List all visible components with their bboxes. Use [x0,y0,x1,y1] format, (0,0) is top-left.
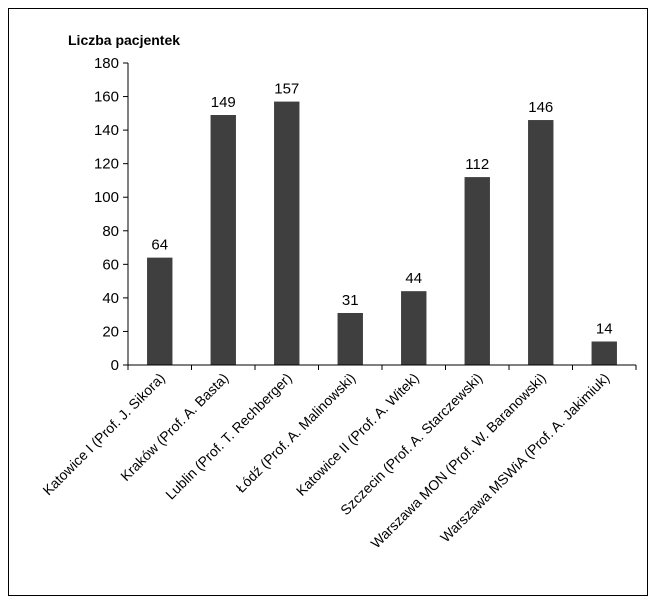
y-tick-label: 60 [102,256,119,273]
data-label: 44 [405,270,422,287]
y-tick-label: 120 [94,156,119,173]
bar [147,257,173,365]
data-label: 31 [342,292,359,309]
y-tick-label: 20 [102,323,119,340]
category-label: Łódź (Prof. A. Malinowski) [233,370,359,496]
y-axis: 0 20 40 60 80 100 120 140 160 180 [94,55,129,374]
y-tick-label: 80 [102,223,119,240]
bars: 64 149 157 31 44 112 146 14 [147,81,617,366]
data-label: 149 [211,94,236,111]
y-tick-label: 100 [94,189,119,206]
data-label: 14 [596,321,613,338]
category-label: Lublin (Prof. T. Rechberger) [162,370,295,503]
bar [591,341,617,365]
y-axis-title: Liczba pacjentek [68,32,180,48]
x-axis: Katowice I (Prof. J. Sikora)Kraków (Prof… [39,364,637,551]
data-label: 64 [151,237,168,254]
y-tick-label: 0 [111,357,119,374]
bar [401,291,427,365]
y-tick-label: 160 [94,89,119,106]
y-tick-label: 180 [94,55,119,72]
bar [274,101,300,365]
bar [210,115,236,365]
category-label: Katowice I (Prof. J. Sikora) [39,370,167,498]
bar [337,312,363,365]
bar [464,177,490,365]
data-label: 112 [465,156,489,173]
y-tick-label: 140 [94,122,119,139]
bar [528,120,554,366]
data-label: 146 [528,99,553,116]
data-label: 157 [274,81,299,98]
category-label: Kraków (Prof. A. Basta) [117,370,231,484]
y-tick-label: 40 [102,290,119,307]
category-label: Katowice II (Prof. A. Witek) [293,370,422,499]
